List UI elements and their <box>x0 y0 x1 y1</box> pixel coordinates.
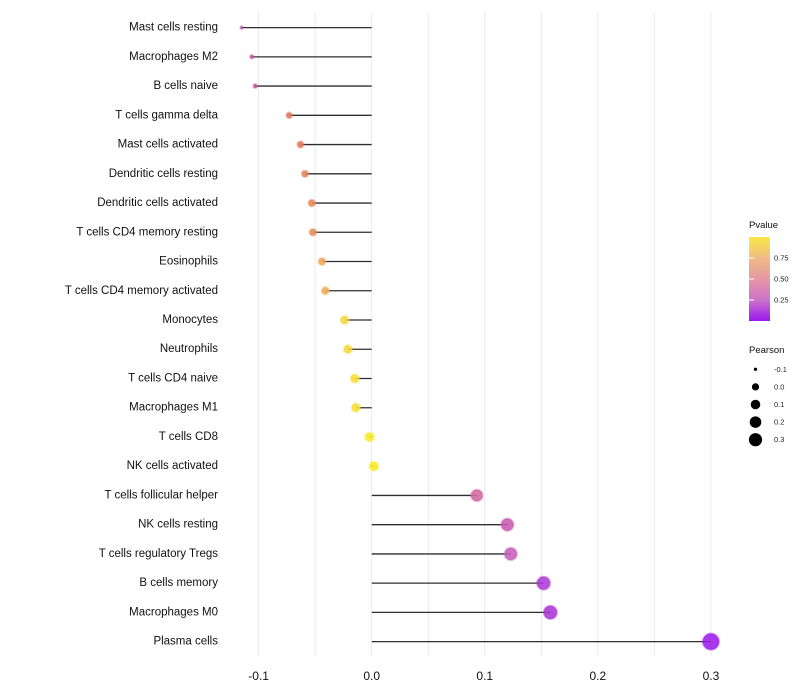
y-axis-label: T cells follicular helper <box>104 489 218 501</box>
lollipop-dot <box>701 632 721 651</box>
pearson-legend-label: -0.1 <box>774 365 787 374</box>
y-axis-label: T cells gamma delta <box>115 109 218 121</box>
y-axis-label: B cells naive <box>153 80 218 92</box>
pearson-legend-label: 0.0 <box>774 382 784 391</box>
y-axis-label: Macrophages M0 <box>129 606 218 618</box>
y-axis-label: NK cells activated <box>127 460 218 472</box>
pearson-legend-dot <box>753 367 758 371</box>
pearson-legend-dot <box>751 383 760 391</box>
y-axis-label: Macrophages M2 <box>129 51 218 63</box>
pvalue-colorbar-tick-label: 0.75 <box>774 254 789 263</box>
pearson-legend-label: 0.3 <box>774 435 784 444</box>
lollipop-dot <box>285 111 294 120</box>
y-axis-label: Eosinophils <box>159 256 218 268</box>
x-axis-tick-label: -0.1 <box>248 669 269 683</box>
y-axis-label: NK cells resting <box>138 519 218 531</box>
pearson-legend-dot <box>748 433 763 447</box>
lollipop-dot <box>320 286 330 296</box>
lollipop-dot <box>300 169 310 179</box>
x-axis-tick-label: 0.0 <box>363 669 380 683</box>
gridlines-group <box>258 12 712 656</box>
lollipop-dot <box>342 344 353 355</box>
pvalue-colorbar-tick-label: 0.25 <box>774 296 789 305</box>
y-axis-label: Monocytes <box>162 314 218 326</box>
x-axis-tick-label: 0.3 <box>703 669 720 683</box>
y-axis-label: T cells CD4 naive <box>128 372 218 384</box>
lollipop-dot <box>339 315 350 325</box>
y-axis-label: T cells CD8 <box>159 431 218 443</box>
lollipop-dot <box>239 25 245 30</box>
y-axis-label: T cells CD4 memory activated <box>65 285 218 297</box>
dots-group <box>239 25 721 651</box>
pearson-legend-dot <box>750 399 761 410</box>
lollipop-dot <box>536 575 552 591</box>
lollipop-dot <box>503 546 518 562</box>
y-axis-label: Neutrophils <box>160 343 218 355</box>
lollipop-dot <box>249 54 255 60</box>
legend-group: Pvalue 0.75 0.50 0.25 Pearson -0.1 0.0 0.1 0.2 0.… <box>748 220 789 447</box>
pvalue-colorbar <box>749 237 770 321</box>
lollipop-dot <box>350 402 362 413</box>
lollipop-dot <box>307 198 317 208</box>
y-axis-label: Mast cells resting <box>129 22 218 34</box>
y-axis-label: Dendritic cells activated <box>97 197 218 209</box>
lollipop-dot <box>252 83 259 89</box>
y-axis-label: Mast cells activated <box>118 139 218 151</box>
y-axis-label: T cells regulatory Tregs <box>99 548 219 560</box>
y-axis-label: B cells memory <box>139 577 218 589</box>
lollipop-dot <box>296 140 305 149</box>
pearson-legend-dot <box>749 416 762 428</box>
pvalue-colorbar-tick-label: 0.50 <box>774 275 789 284</box>
pearson-legend-title: Pearson <box>749 345 784 356</box>
stems-group <box>241 26 711 643</box>
y-axis-label: Plasma cells <box>153 636 218 648</box>
y-axis-label: T cells CD4 memory resting <box>76 226 218 238</box>
lollipop-dot <box>470 488 484 503</box>
x-axis-tick-label: 0.2 <box>589 669 606 683</box>
x-axis-labels-group: -0.1 0.0 0.1 0.2 0.3 <box>248 669 719 683</box>
y-axis-labels-group: Mast cells resting Macrophages M2 B cells … <box>65 22 219 648</box>
y-axis-label: Macrophages M1 <box>129 402 218 414</box>
lollipop-dot <box>542 604 558 621</box>
lollipop-dot <box>308 227 318 237</box>
pearson-legend-label: 0.2 <box>774 418 784 427</box>
lollipop-dot <box>368 460 380 472</box>
lollipop-dot <box>317 256 327 267</box>
y-axis-label: Dendritic cells resting <box>109 168 218 180</box>
lollipop-dot <box>349 373 360 384</box>
pvalue-legend-title: Pvalue <box>749 220 778 231</box>
lollipop-dot <box>500 517 515 532</box>
lollipop-dot <box>364 431 375 443</box>
pearson-legend-label: 0.1 <box>774 400 784 409</box>
x-axis-tick-label: 0.1 <box>476 669 493 683</box>
